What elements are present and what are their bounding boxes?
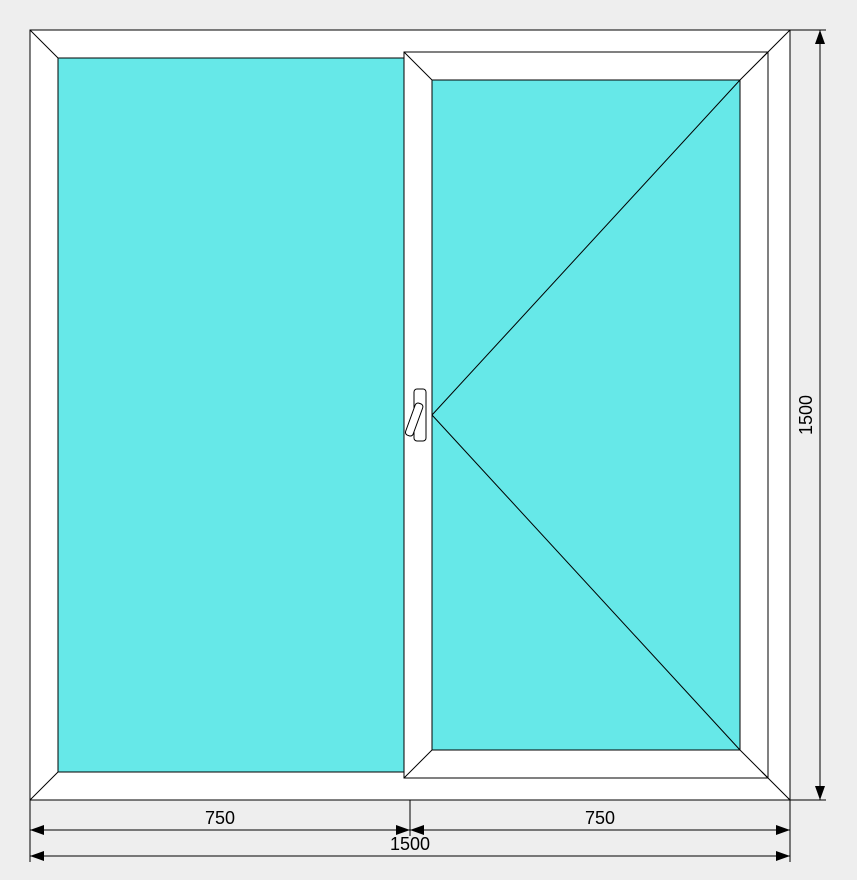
right-sash-glass bbox=[432, 80, 740, 750]
dim-bottom-left-label: 750 bbox=[205, 808, 235, 828]
left-pane-glass bbox=[58, 58, 410, 772]
dim-bottom-right-label: 750 bbox=[585, 808, 615, 828]
dim-right-total-label: 1500 bbox=[796, 395, 816, 435]
diagram-canvas: 750 750 1500 1500 bbox=[0, 0, 857, 880]
dim-bottom-total-label: 1500 bbox=[390, 834, 430, 854]
